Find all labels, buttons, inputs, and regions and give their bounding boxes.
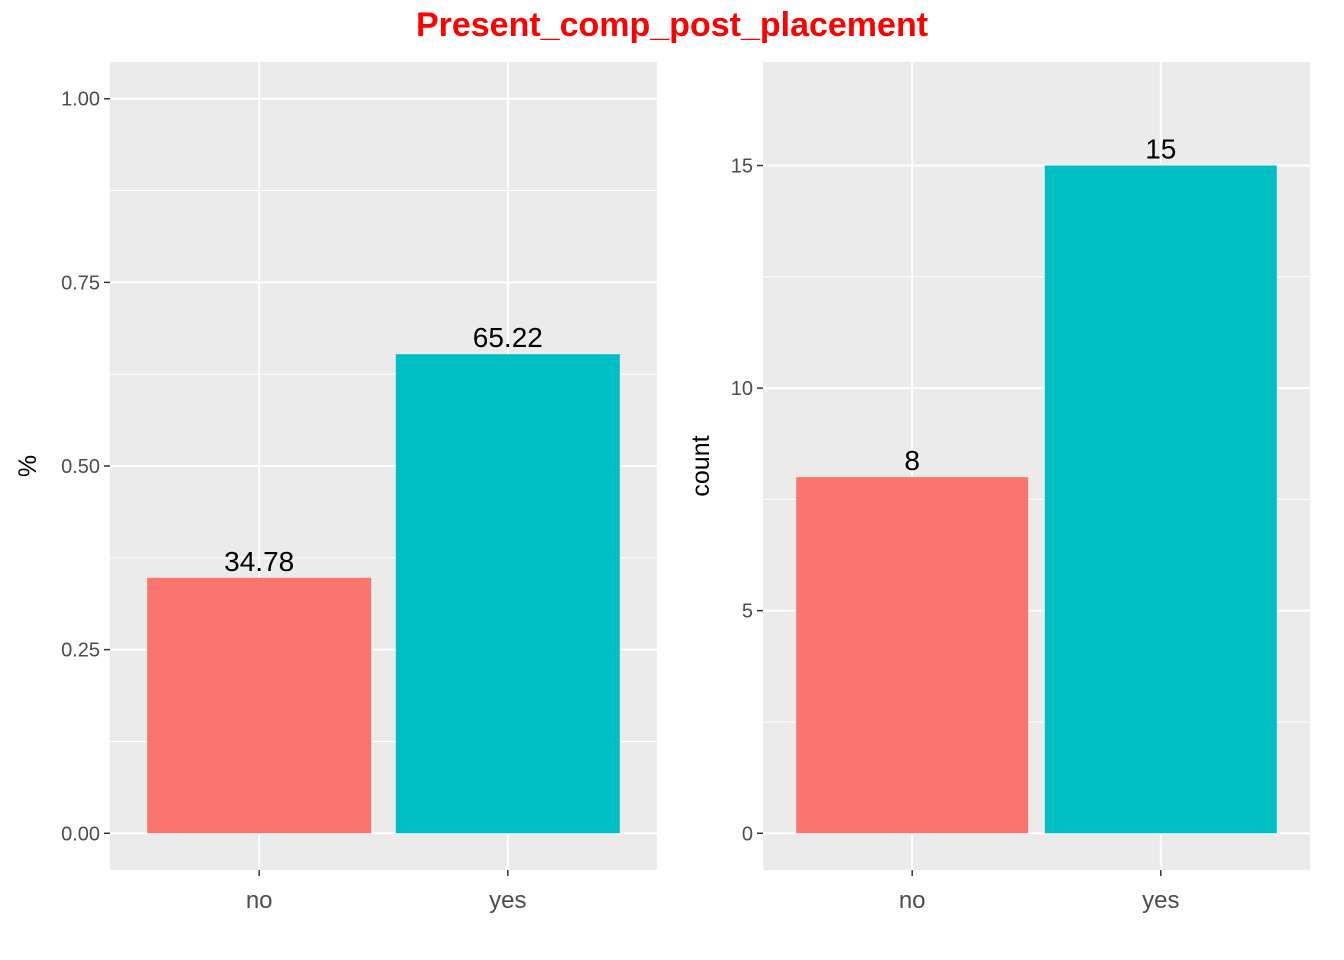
y-tick-label: 0.50 <box>61 456 100 478</box>
x-tick-label-no: no <box>899 887 926 914</box>
x-tick-label-no: no <box>246 887 273 914</box>
bar-label-no: 34.78 <box>224 546 294 577</box>
y-tick-label: 0.00 <box>61 823 100 845</box>
bar-label-no: 8 <box>904 445 920 476</box>
y-tick-label: 1.00 <box>61 89 100 111</box>
y-tick-label: 10 <box>731 378 753 400</box>
x-tick-label-yes: yes <box>489 887 526 914</box>
bar-label-yes: 15 <box>1145 134 1176 165</box>
bar-label-yes: 65.22 <box>473 322 543 353</box>
bar-yes <box>1044 165 1277 834</box>
y-tick-label: 15 <box>731 156 753 178</box>
chart-title: Present_comp_post_placement <box>415 6 929 44</box>
y-axis-title: count <box>687 435 715 496</box>
y-tick-label: 0.25 <box>61 640 100 662</box>
y-tick-label: 0.75 <box>61 272 100 294</box>
bar-yes <box>395 354 620 834</box>
y-tick-label: 5 <box>742 601 753 623</box>
left-panel-percent: 0.00 0.25 0.50 0.75 1.00 no yes 34.78 65.22% <box>14 62 657 914</box>
right-panel-count: 0 5 10 15 no yes 8 15 count <box>687 62 1310 914</box>
bar-no <box>796 477 1029 834</box>
x-tick-label-yes: yes <box>1142 887 1179 914</box>
bar-no <box>147 577 372 834</box>
y-axis-title: % <box>14 455 42 477</box>
y-tick-label: 0 <box>742 823 753 845</box>
